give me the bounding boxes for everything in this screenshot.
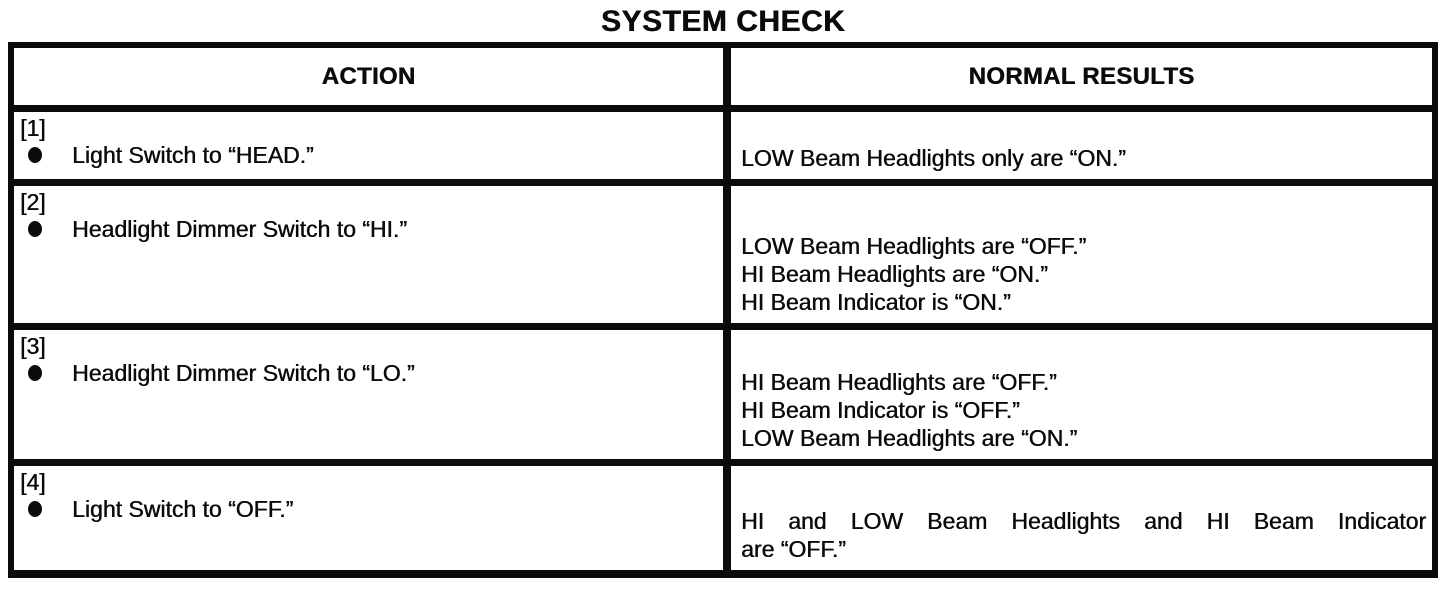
result-line: HI and LOW Beam Headlights and HI Beam I…	[741, 508, 1426, 534]
result-line: HI Beam Indicator is “ON.”	[741, 289, 1011, 315]
bullet-icon	[28, 147, 42, 163]
action-text: Light Switch to “OFF.”	[72, 496, 294, 522]
action-line: Light Switch to “OFF.”	[20, 496, 715, 522]
action-text: Headlight Dimmer Switch to “HI.”	[72, 216, 407, 242]
step-number: [3]	[20, 333, 46, 359]
step-number: [4]	[20, 469, 46, 495]
system-check-table: ACTION NORMAL RESULTS [1] Light Switch t…	[8, 42, 1438, 578]
action-cell: [3] Headlight Dimmer Switch to “LO.”	[14, 323, 731, 459]
result-line: LOW Beam Headlights are “ON.”	[741, 425, 1078, 451]
action-text: Headlight Dimmer Switch to “LO.”	[72, 360, 415, 386]
action-line: Light Switch to “HEAD.”	[20, 142, 715, 168]
results-cell: LOW Beam Headlights are “OFF.” HI Beam H…	[731, 179, 1432, 323]
action-text: Light Switch to “HEAD.”	[72, 142, 314, 168]
result-line: HI Beam Headlights are “OFF.”	[741, 369, 1057, 395]
column-header-action: ACTION	[14, 48, 731, 105]
page-title: SYSTEM CHECK	[600, 5, 846, 38]
bullet-icon	[28, 365, 42, 381]
results-cell: HI Beam Headlights are “OFF.” HI Beam In…	[731, 323, 1432, 459]
action-line: Headlight Dimmer Switch to “HI.”	[20, 216, 715, 242]
step-number: [1]	[20, 115, 46, 141]
column-header-normal-results: NORMAL RESULTS	[968, 62, 1195, 90]
action-cell: [4] Light Switch to “OFF.”	[14, 459, 731, 570]
document-page: SYSTEM CHECK ACTION NORMAL RESULTS [1] L…	[0, 4, 1456, 590]
result-line: HI Beam Headlights are “ON.”	[741, 261, 1048, 287]
step-number: [2]	[20, 189, 46, 215]
bullet-icon	[28, 501, 42, 517]
action-cell: [1] Light Switch to “HEAD.”	[14, 105, 731, 179]
result-line: LOW Beam Headlights only are “ON.”	[741, 145, 1126, 171]
result-line: HI Beam Indicator is “OFF.”	[741, 397, 1020, 423]
result-line: LOW Beam Headlights are “OFF.”	[741, 233, 1087, 259]
result-line: are “OFF.”	[741, 536, 846, 562]
results-cell: LOW Beam Headlights only are “ON.”	[731, 105, 1432, 179]
action-cell: [2] Headlight Dimmer Switch to “HI.”	[14, 179, 731, 323]
action-line: Headlight Dimmer Switch to “LO.”	[20, 360, 715, 386]
bullet-icon	[28, 221, 42, 237]
results-cell: HI and LOW Beam Headlights and HI Beam I…	[731, 459, 1432, 570]
